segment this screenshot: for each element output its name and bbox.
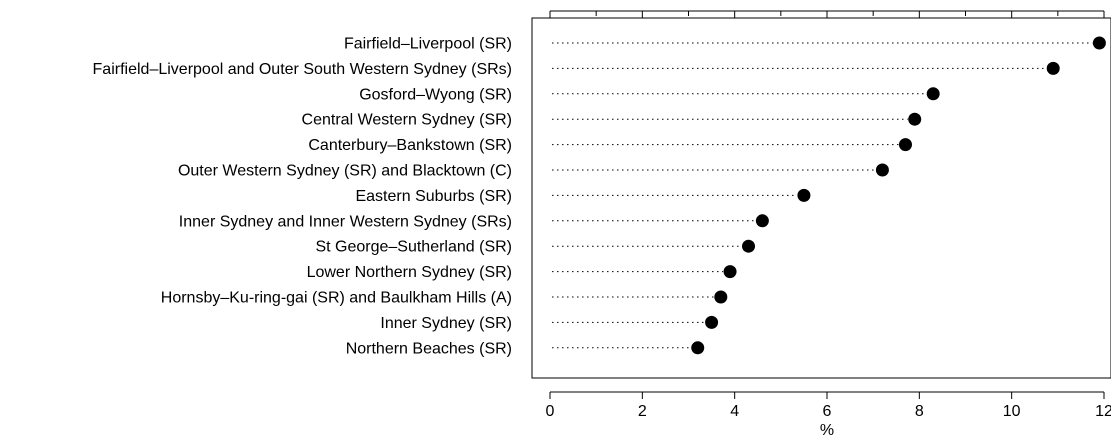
x-tick-label: 0 [546, 403, 555, 420]
data-point [898, 138, 912, 152]
data-point [1092, 36, 1106, 50]
x-tick-label: 2 [638, 403, 647, 420]
data-point [926, 87, 940, 101]
data-point [691, 341, 705, 355]
category-label: Gosford–Wyong (SR) [359, 86, 512, 103]
category-label: St George–Sutherland (SR) [315, 239, 512, 256]
data-point [797, 188, 811, 202]
x-tick-label: 12 [1095, 403, 1111, 420]
x-tick-label: 6 [823, 403, 832, 420]
data-point [755, 214, 769, 228]
x-tick-label: 10 [1003, 403, 1021, 420]
category-label: Fairfield–Liverpool and Outer South West… [93, 61, 512, 78]
data-point [875, 163, 889, 177]
x-axis-title: % [820, 422, 834, 438]
category-labels: Fairfield–Liverpool (SR) Fairfield–Liverp… [93, 36, 512, 358]
category-label: Fairfield–Liverpool (SR) [344, 36, 512, 53]
category-label: Inner Sydney (SR) [380, 315, 512, 332]
data-points [691, 36, 1106, 355]
category-label: Outer Western Sydney (SR) and Blacktown … [178, 163, 512, 180]
category-label: Central Western Sydney (SR) [302, 112, 512, 129]
category-label: Northern Beaches (SR) [346, 340, 512, 357]
plot-frame [531, 17, 1111, 379]
data-point [1046, 61, 1060, 75]
data-point [908, 112, 922, 126]
x-axis-ticks: 0 2 4 6 8 10 12 [546, 11, 1111, 420]
category-label: Canterbury–Bankstown (SR) [308, 137, 512, 154]
x-tick-label: 8 [915, 403, 924, 420]
data-point [742, 239, 756, 253]
category-label: Inner Sydney and Inner Western Sydney (S… [179, 213, 512, 230]
data-point [723, 265, 737, 279]
category-label: Lower Northern Sydney (SR) [307, 264, 512, 281]
guide-lines [552, 42, 1093, 349]
data-point [714, 290, 728, 304]
category-label: Eastern Suburbs (SR) [355, 188, 512, 205]
category-label: Hornsby–Ku-ring-gai (SR) and Baulkham Hi… [161, 290, 512, 307]
x-tick-label: 4 [730, 403, 739, 420]
data-point [705, 315, 719, 329]
